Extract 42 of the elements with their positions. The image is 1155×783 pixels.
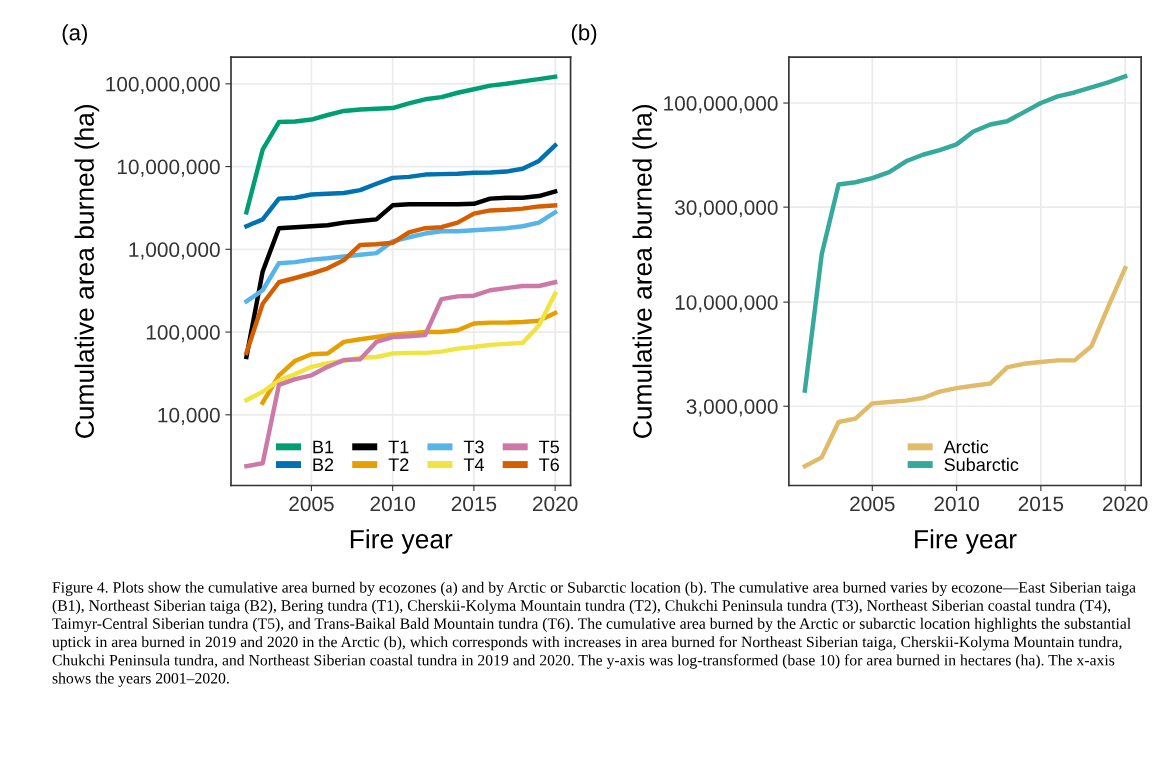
x-tick-label: 2010: [934, 496, 979, 512]
x-axis-title: Fire year: [915, 529, 1017, 554]
line-series: [244, 74, 558, 215]
legend-label: T2: [388, 458, 409, 471]
legend-label: T1: [388, 440, 409, 454]
line-series: [244, 143, 558, 229]
x-tick-label: 2020: [533, 496, 578, 512]
legend-label: T6: [539, 458, 559, 472]
x-tick-label: 2010: [370, 496, 416, 512]
line-series: [244, 280, 558, 469]
y-tick-label: 10,000,000: [675, 295, 778, 313]
y-tick-label: 100,000,000: [664, 96, 778, 114]
y-tick-label: 10,000,000: [117, 159, 220, 177]
legend-label: T5: [539, 440, 559, 454]
y-tick-label: 100,000: [146, 325, 220, 343]
line-series: [802, 74, 1128, 393]
legend-label: T3: [463, 440, 484, 454]
x-axis-title: Fire year: [350, 529, 453, 554]
caption: Figure 4. Plots show the cumulative area burned by ecozones (a) and by Arctic or Subarctic location (b). The cumulative area burned varies by ecozone—East Siberian taiga (B1), Northeast Siberian taiga (B2), Bering tundra (T1), Cherskii-Kolyma Mountain tundra (T2), Chukchi Peninsula tundra (T3), Northeast Siberian coastal tundra (T4), Taimyr-Central Siberian tundra (T5), and Trans-Baikal Bald Mountain tundra (T6). The cumulative area burned by the Arctic or subarctic location highlights the substantial uptick in area burned in 2019 and 2020 in the Arctic (b), which corresponds with increases in area burned for Northeast Siberian taiga, Cherskii-Kolyma Mountain tundra, Chukchi Peninsula tundra, and Northeast Siberian coastal tundra in 2019 and 2020. The y-axis was log-transformed (base 10) for area burned in hectares (ha). The x-axis shows the years 2001–2020.: [52, 581, 1136, 687]
x-tick-label: 2015: [451, 496, 497, 512]
x-tick-label: 2005: [850, 496, 895, 512]
y-tick-label: 30,000,000: [674, 200, 778, 218]
x-tick-label: 2015: [1018, 496, 1064, 512]
y-tick-label: 3,000,000: [686, 399, 778, 417]
y-tick-label: 10,000: [158, 407, 220, 426]
line-series: [802, 266, 1128, 469]
line-series: [260, 310, 558, 405]
legend-label: Arctic: [943, 440, 989, 454]
y-tick-label: 1,000,000: [129, 242, 220, 260]
y-axis-title: Cumulative area burned (ha): [74, 104, 100, 438]
legend-label: B2: [313, 458, 334, 471]
x-tick-label: 2005: [289, 496, 334, 512]
line-series: [244, 291, 558, 403]
x-tick-label: 2020: [1103, 496, 1148, 512]
line-series: [244, 210, 558, 304]
legend-label: T4: [463, 458, 484, 471]
y-axis-title: Cumulative area burned (ha): [632, 104, 658, 438]
legend-label: Subarctic: [944, 457, 1019, 472]
text: (b): [571, 24, 597, 45]
chart-title: (a): [62, 24, 87, 45]
y-tick-label: 100,000,000: [106, 76, 220, 95]
legend-label: B1: [313, 440, 334, 454]
